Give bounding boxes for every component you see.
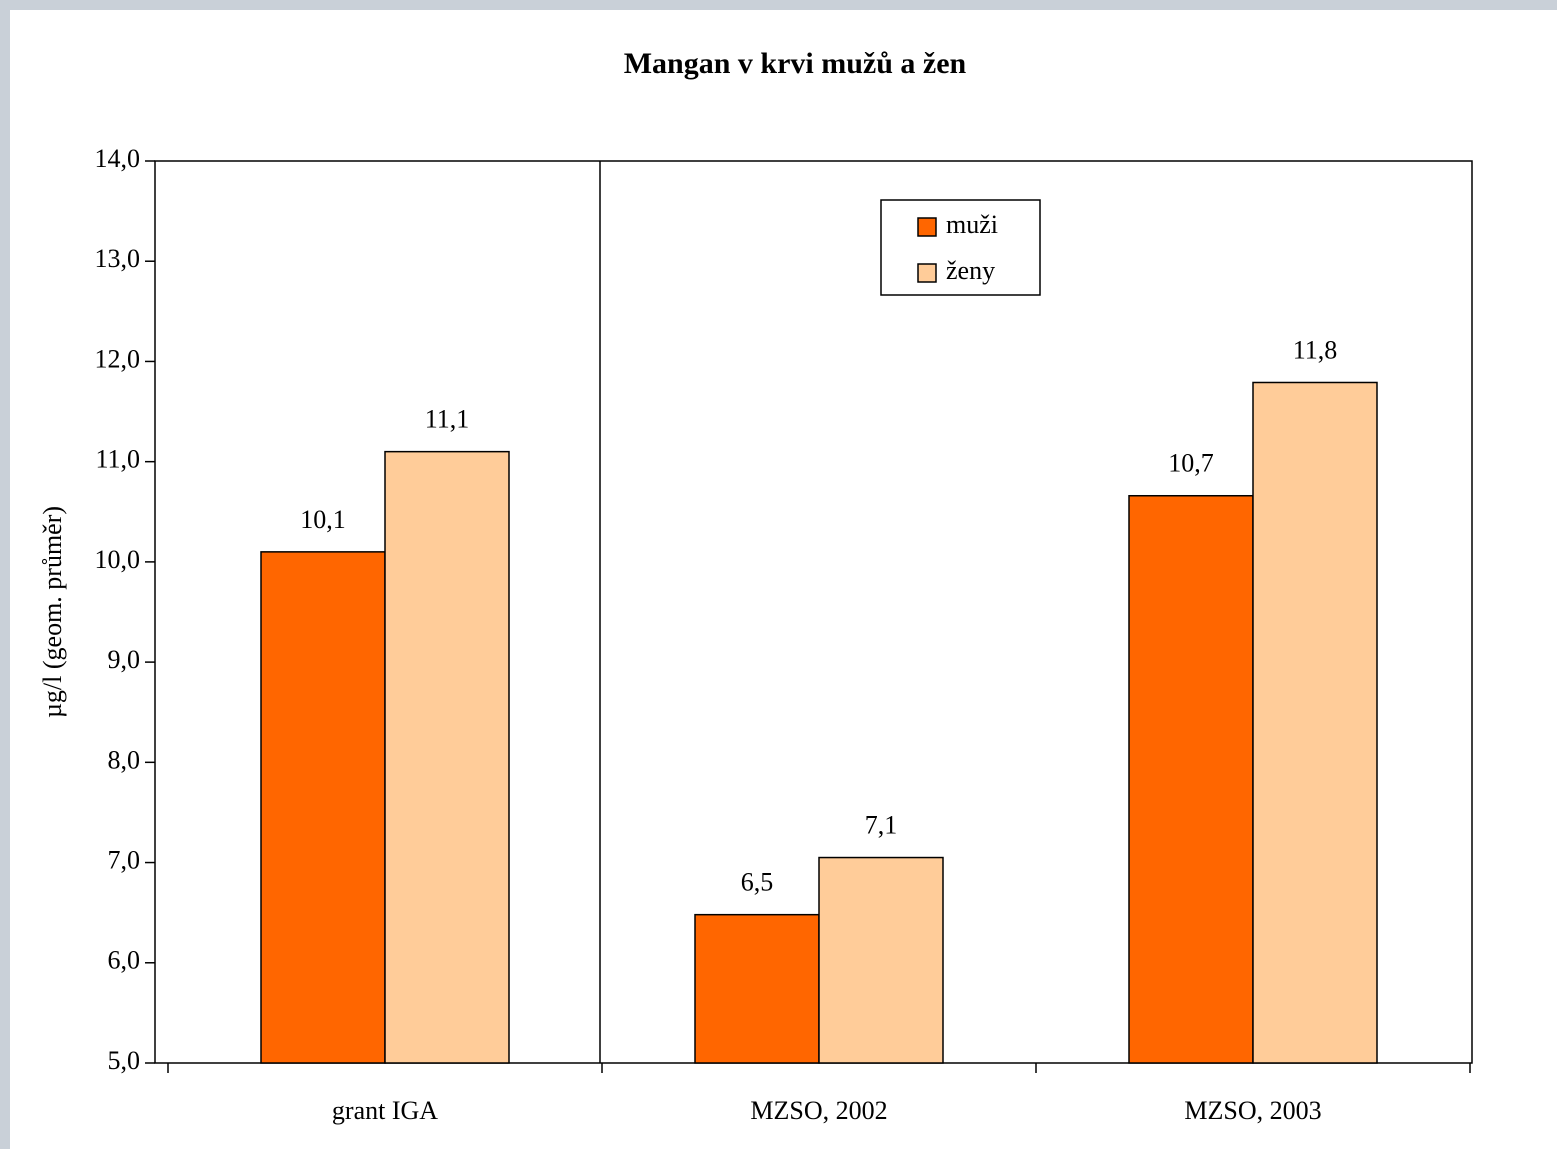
bar: [694, 913, 820, 1064]
bar: [260, 551, 386, 1064]
legend-box: [880, 199, 1041, 296]
bar: [818, 856, 944, 1064]
value-label: 11,8: [1293, 335, 1338, 364]
value-label: 11,1: [425, 405, 470, 434]
y-tick-label: 10,0: [95, 545, 141, 574]
legend-swatch: [917, 263, 937, 283]
value-label: 7,1: [865, 811, 898, 840]
y-axis-label: µg/l (geom. průměr): [38, 506, 67, 718]
x-tick-label: MZSO, 2003: [1184, 1096, 1321, 1125]
bar: [384, 450, 510, 1064]
legend-swatch: [917, 217, 937, 237]
bar: [1128, 494, 1254, 1064]
y-tick-label: 7,0: [108, 846, 141, 875]
x-tick-label: grant IGA: [332, 1096, 438, 1125]
bar: [1252, 381, 1378, 1064]
legend-label: muži: [946, 210, 998, 239]
y-tick-label: 9,0: [108, 645, 141, 674]
value-label: 6,5: [741, 868, 774, 897]
y-tick-label: 14,0: [95, 144, 141, 173]
x-tick-label: MZSO, 2002: [750, 1096, 887, 1125]
y-tick-label: 6,0: [108, 946, 141, 975]
legend-label: ženy: [946, 256, 995, 285]
y-tick-label: 11,0: [95, 445, 140, 474]
y-tick-label: 5,0: [108, 1046, 141, 1075]
y-tick-label: 13,0: [95, 244, 141, 273]
value-label: 10,1: [300, 505, 346, 534]
value-label: 10,7: [1168, 449, 1214, 478]
chart-title: Mangan v krvi mužů a žen: [624, 47, 967, 80]
y-tick-label: 8,0: [108, 745, 141, 774]
y-tick-label: 12,0: [95, 344, 141, 373]
